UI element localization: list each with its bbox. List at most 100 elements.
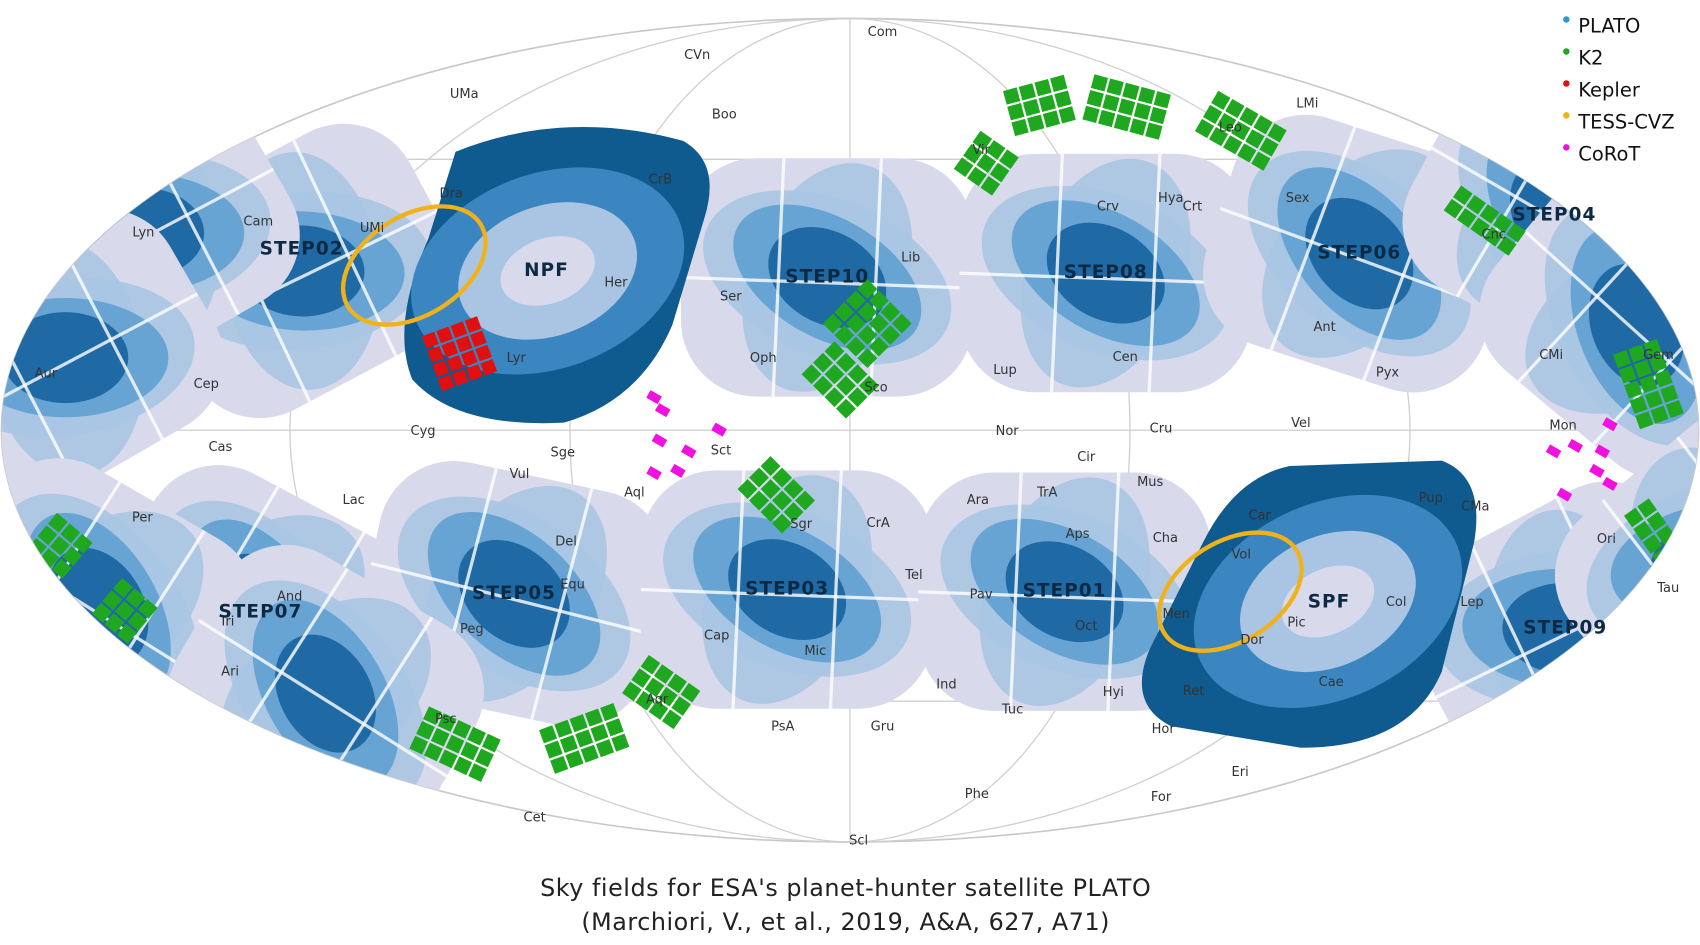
k2-field-tile	[963, 144, 983, 164]
k2-field-tile	[584, 708, 603, 727]
field-core	[1046, 222, 1165, 324]
constellation-label: Del	[555, 534, 577, 549]
k2-field-tile	[51, 558, 72, 579]
k2-field-tile	[1011, 118, 1029, 137]
constellation-label: Lep	[1460, 595, 1483, 610]
k2-field-tile	[1259, 137, 1279, 157]
legend-swatch	[1563, 16, 1570, 23]
k2-field-tile	[813, 375, 833, 396]
k2-field-tile	[1453, 185, 1473, 206]
constellation-label: CMa	[1461, 500, 1489, 515]
k2-field-tile	[1637, 498, 1657, 518]
field-grid	[959, 271, 1253, 286]
k2-field-tile	[1492, 213, 1513, 234]
constellation-label: Pyx	[1376, 365, 1400, 380]
constellation-label: CrB	[649, 172, 672, 187]
k2-field-tile	[125, 588, 146, 609]
constellation-label: Ari	[221, 664, 239, 679]
k2-field-tile	[1129, 118, 1147, 136]
constellation-label: TrA	[1036, 486, 1057, 501]
k2-field-tile	[772, 490, 793, 511]
k2-field-tile	[430, 727, 450, 747]
constellation-label: Mic	[804, 644, 826, 659]
k2-field-tile	[453, 756, 473, 776]
constellation-label: Tri	[218, 615, 234, 630]
constellation-label: Ara	[967, 493, 989, 508]
constellation-label: Eri	[1232, 765, 1249, 780]
constellation-label: Aqr	[646, 693, 669, 708]
field-grid	[828, 470, 843, 709]
constellation-label: PsA	[771, 720, 794, 735]
k2-field	[1612, 338, 1684, 430]
k2-field-tile	[648, 700, 669, 720]
k2-field-tile	[622, 681, 642, 702]
k2-field-tile	[1086, 90, 1104, 108]
k2-field-tile	[1211, 90, 1231, 111]
k2-field-tile	[640, 654, 661, 675]
plato-field	[918, 472, 1211, 711]
corot-field	[646, 465, 662, 481]
k2-field-tile	[999, 149, 1019, 170]
legend-swatch	[1563, 112, 1570, 119]
constellation-label: Aur	[35, 366, 58, 381]
constellation-label: Ret	[1183, 684, 1205, 699]
k2-field-tile	[891, 313, 912, 334]
k2-field-tile	[554, 719, 573, 738]
k2-field-tile	[795, 490, 816, 511]
k2-field-tile	[662, 709, 682, 730]
k2-field	[822, 279, 912, 369]
constellation-label: Mus	[1137, 475, 1163, 490]
k2-field-tile	[847, 387, 868, 408]
k2-field-tile	[1633, 520, 1653, 541]
constellation-label: Pup	[1419, 491, 1443, 506]
k2-field-tile	[737, 479, 758, 500]
k2-field-tile	[1018, 83, 1036, 101]
legend-label: K2	[1578, 47, 1603, 70]
k2-field-tile	[680, 682, 701, 703]
k2-field-tile	[468, 763, 487, 782]
k2-field-tile	[569, 714, 588, 733]
k2-field-tile	[1251, 151, 1271, 171]
k2-field-tile	[1082, 105, 1100, 123]
k2-field-tile	[600, 703, 619, 722]
kepler-field-tile	[451, 369, 469, 387]
k2-field-tile	[1479, 204, 1500, 224]
constellation-label: Lib	[901, 250, 920, 265]
constellation-label: Cha	[1153, 531, 1178, 546]
constellation-label: Crv	[1097, 199, 1119, 214]
constellation-label: Cas	[208, 440, 232, 455]
kepler-field-tile	[446, 355, 464, 372]
kepler-field	[422, 316, 498, 392]
constellation-label: Hyi	[1103, 685, 1124, 700]
constellation-label: Sgr	[790, 517, 813, 532]
constellation-label: Vel	[1291, 416, 1311, 431]
legend-label: CoRoT	[1578, 142, 1640, 165]
constellation-label: Leo	[1219, 120, 1242, 135]
k2-field-tile	[62, 546, 83, 567]
field-core	[2, 312, 129, 404]
k2-field-tile	[416, 721, 435, 740]
k2-field-tile	[1137, 86, 1156, 105]
k2-field-tile	[575, 729, 594, 748]
k2-field-tile	[1245, 129, 1265, 149]
field-label: STEP10	[785, 266, 869, 287]
corot-field	[646, 390, 662, 405]
k2-field-tile	[1225, 98, 1245, 119]
k2-field-tile	[409, 735, 429, 755]
constellation-label: Cae	[1319, 675, 1344, 690]
k2-field-tile	[1470, 217, 1490, 238]
constellation-label: Peg	[460, 622, 484, 637]
field-label: STEP01	[1023, 581, 1107, 602]
k2-field	[92, 577, 158, 644]
k2-field-tile	[1027, 114, 1045, 132]
k2-field-tile	[772, 467, 793, 488]
constellation-label: Per	[132, 511, 153, 526]
k2-field-tile	[1122, 82, 1140, 100]
k2-field-tile	[845, 313, 866, 334]
field-grid	[1008, 472, 1023, 711]
k2-field-tile	[868, 290, 889, 311]
k2-field	[953, 130, 1019, 196]
k2-field-tile	[47, 512, 68, 533]
field-grid	[771, 158, 786, 397]
